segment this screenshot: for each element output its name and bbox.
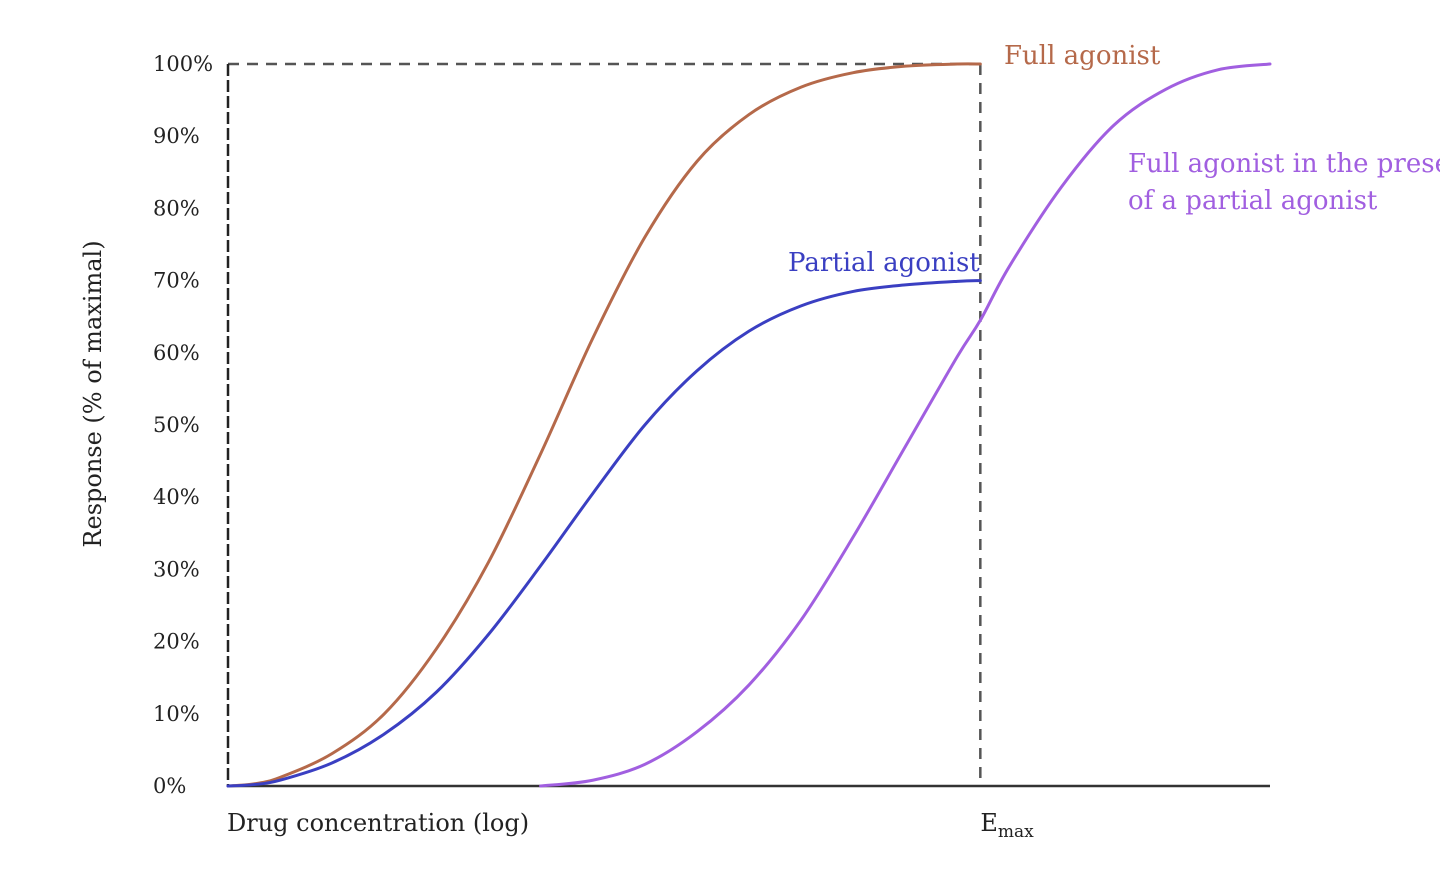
y-tick-label: 10%	[153, 702, 200, 726]
full-agonist-with-partial-agonist-curve	[539, 62, 1272, 788]
y-tick-label: 60%	[153, 341, 200, 365]
full-agonist-label: Full agonist	[1004, 41, 1161, 71]
y-tick-label: 50%	[153, 413, 200, 437]
y-tick-label: 30%	[153, 557, 200, 581]
y-tick-label: 100%	[153, 52, 213, 76]
y-axis-title: Response (% of maximal)	[79, 240, 107, 547]
full-agonist-curve	[226, 62, 982, 788]
y-tick-label: 70%	[153, 269, 200, 293]
partial-agonist-curve	[226, 279, 982, 788]
plot-layer	[226, 62, 1272, 788]
partial-agonist-label: Partial agonist	[788, 248, 980, 278]
y-tick-label: 40%	[153, 485, 200, 509]
y-tick-label: 0%	[153, 774, 186, 798]
y-tick-label: 90%	[153, 124, 200, 148]
text-layer: 0% 10% 20% 30% 40% 50% 60% 70% 80% 90% 100% Respons…	[79, 41, 1440, 842]
y-tick-label: 80%	[153, 196, 200, 220]
emax-label: Emax	[980, 809, 1034, 842]
y-tick-label: 20%	[153, 630, 200, 654]
full-agonist-with-partial-agonist-label: Full agonist in the presenceof a partial…	[1128, 149, 1440, 216]
x-axis-title: Drug concentration (log)	[227, 809, 529, 837]
